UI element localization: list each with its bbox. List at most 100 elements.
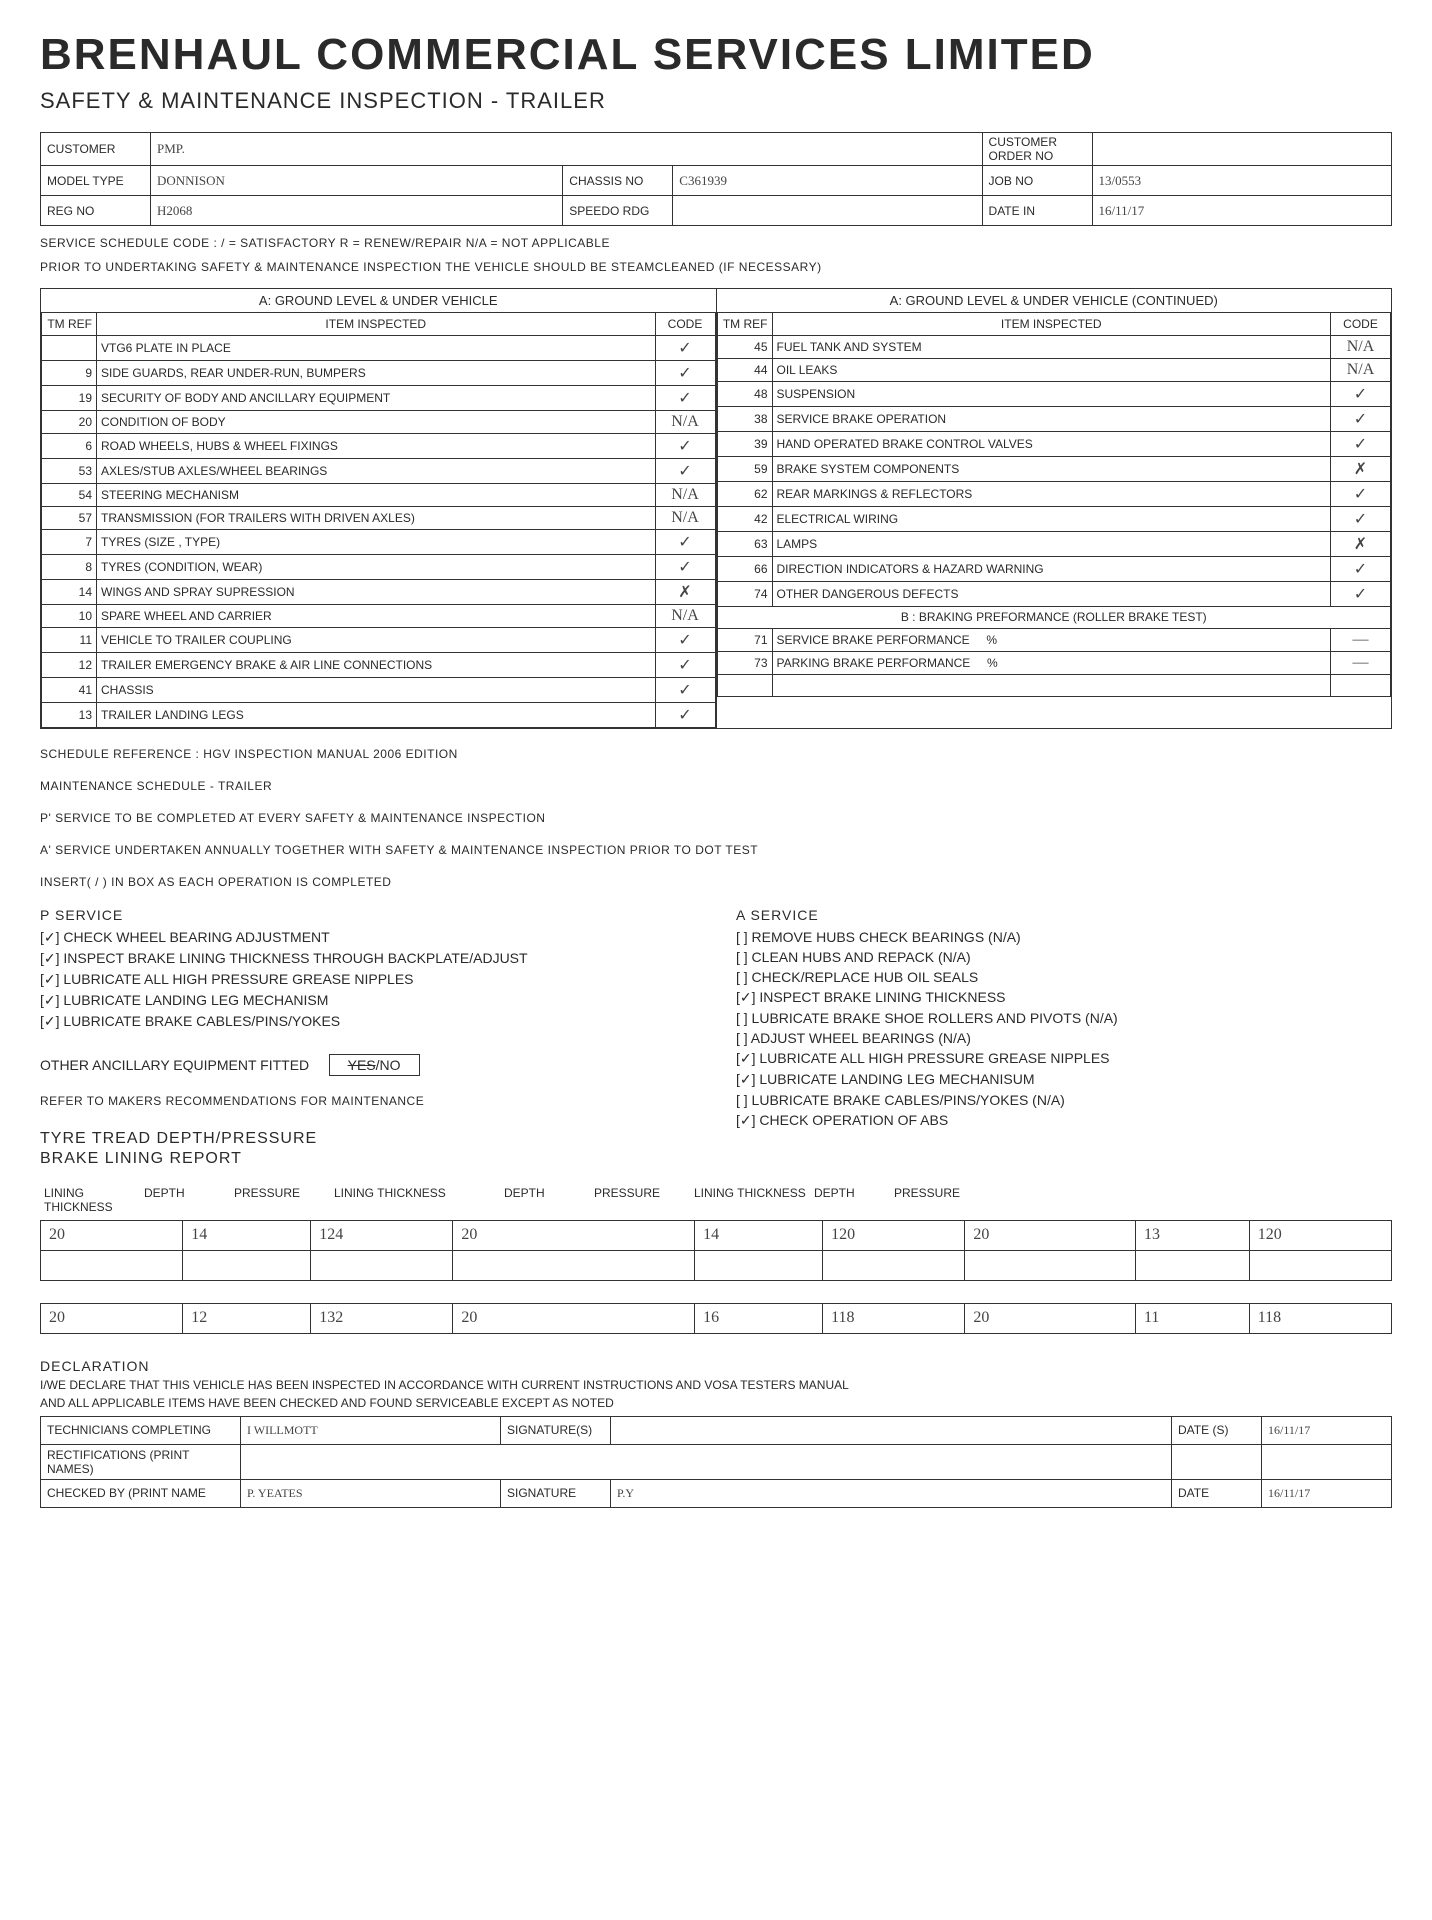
rect-label: RECTIFICATIONS (PRINT NAMES)	[41, 1444, 241, 1479]
inspection-code: ✓	[1331, 581, 1391, 606]
inspection-row: 59 BRAKE SYSTEM COMPONENTS ✗	[717, 456, 1391, 481]
tyre-cell	[41, 1250, 183, 1280]
a-service-item: [ ] LUBRICATE BRAKE SHOE ROLLERS AND PIV…	[736, 1010, 1392, 1026]
inspection-row: 9 SIDE GUARDS, REAR UNDER-RUN, BUMPERS ✓	[42, 360, 716, 385]
prior-note: PRIOR TO UNDERTAKING SAFETY & MAINTENANC…	[40, 260, 1392, 274]
tyre-cell: 14	[695, 1220, 823, 1250]
date-value: 16/11/17	[1092, 196, 1391, 226]
company-title: BRENHAUL COMMERCIAL SERVICES LIMITED	[40, 30, 1392, 80]
model-value: DONNISON	[151, 166, 563, 196]
tm-ref: 48	[717, 381, 772, 406]
tyre-col-header: DEPTH	[140, 1186, 230, 1214]
section-a-cont-title: A: GROUND LEVEL & UNDER VEHICLE (CONTINU…	[717, 289, 1392, 313]
tyre-cell: 20	[453, 1303, 695, 1333]
chassis-label: CHASSIS NO	[563, 166, 673, 196]
p-service-item: [✓] LUBRICATE LANDING LEG MECHANISM	[40, 992, 696, 1009]
col-code: CODE	[1331, 313, 1391, 335]
tyre-cell: 20	[453, 1220, 695, 1250]
tyre-cell: 11	[1135, 1303, 1249, 1333]
inspection-row: 12 TRAILER EMERGENCY BRAKE & AIR LINE CO…	[42, 652, 716, 677]
tyre-cell	[695, 1250, 823, 1280]
inspection-row: 42 ELECTRICAL WIRING ✓	[717, 506, 1391, 531]
tm-ref: 12	[42, 652, 97, 677]
inspection-row: 7 TYRES (SIZE , TYPE) ✓	[42, 529, 716, 554]
declaration-line1: I/WE DECLARE THAT THIS VEHICLE HAS BEEN …	[40, 1378, 1392, 1392]
tm-ref: 62	[717, 481, 772, 506]
tyre-col-header: PRESSURE	[230, 1186, 330, 1214]
tyre-cell	[823, 1250, 965, 1280]
brake-section-title: B : BRAKING PREFORMANCE (ROLLER BRAKE TE…	[717, 606, 1391, 628]
ancillary-label: OTHER ANCILLARY EQUIPMENT FITTED	[40, 1057, 309, 1073]
p-service-item: [✓] INSPECT BRAKE LINING THICKNESS THROU…	[40, 950, 696, 967]
declaration-title: DECLARATION	[40, 1358, 1392, 1374]
tm-ref: 66	[717, 556, 772, 581]
item-inspected: DIRECTION INDICATORS & HAZARD WARNING	[772, 556, 1331, 581]
inspection-code: N/A	[1331, 335, 1391, 358]
inspection-row: 13 TRAILER LANDING LEGS ✓	[42, 702, 716, 727]
p-service-note: P' SERVICE TO BE COMPLETED AT EVERY SAFE…	[40, 811, 1392, 825]
sig-value	[611, 1416, 1172, 1444]
job-value: 13/0553	[1092, 166, 1391, 196]
tm-ref: 7	[42, 529, 97, 554]
tm-ref: 53	[42, 458, 97, 483]
item-inspected: TYRES (CONDITION, WEAR)	[97, 554, 656, 579]
a-service-item: [✓] LUBRICATE LANDING LEG MECHANISUM	[736, 1071, 1392, 1088]
a-service-item: [✓] INSPECT BRAKE LINING THICKNESS	[736, 989, 1392, 1006]
item-inspected: TRAILER LANDING LEGS	[97, 702, 656, 727]
inspection-row: 38 SERVICE BRAKE OPERATION ✓	[717, 406, 1391, 431]
item-inspected: LAMPS	[772, 531, 1331, 556]
p-service-item: [✓] CHECK WHEEL BEARING ADJUSTMENT	[40, 929, 696, 946]
check-label: CHECKED BY (PRINT NAME	[41, 1479, 241, 1507]
tyre-cell: 120	[823, 1220, 965, 1250]
item-inspected: AXLES/STUB AXLES/WHEEL BEARINGS	[97, 458, 656, 483]
tyre-table-2: 201213220161182011118	[40, 1303, 1392, 1334]
tyre-cell: 13	[1135, 1220, 1249, 1250]
declaration-line2: AND ALL APPLICABLE ITEMS HAVE BEEN CHECK…	[40, 1396, 1392, 1410]
inspection-table: A: GROUND LEVEL & UNDER VEHICLE TM REF I…	[40, 288, 1392, 729]
service-columns: P SERVICE [✓] CHECK WHEEL BEARING ADJUST…	[40, 899, 1392, 1170]
inspection-row: 39 HAND OPERATED BRAKE CONTROL VALVES ✓	[717, 431, 1391, 456]
sig2-label: SIGNATURE	[501, 1479, 611, 1507]
inspection-row: 54 STEERING MECHANISM N/A	[42, 483, 716, 506]
inspection-code: N/A	[655, 410, 715, 433]
item-inspected: TRAILER EMERGENCY BRAKE & AIR LINE CONNE…	[97, 652, 656, 677]
inspection-code: ✓	[655, 529, 715, 554]
tyre-col-header: DEPTH	[500, 1186, 590, 1214]
inspection-code: ✓	[1331, 481, 1391, 506]
item-inspected: FUEL TANK AND SYSTEM	[772, 335, 1331, 358]
item-inspected: HAND OPERATED BRAKE CONTROL VALVES	[772, 431, 1331, 456]
col-code: CODE	[655, 313, 715, 335]
tyre-header-row: LINING THICKNESSDEPTHPRESSURELINING THIC…	[40, 1186, 1392, 1214]
tm-ref: 54	[42, 483, 97, 506]
a-service-item: [ ] REMOVE HUBS CHECK BEARINGS (N/A)	[736, 929, 1392, 945]
tm-ref: 74	[717, 581, 772, 606]
inspection-code: ✓	[655, 335, 715, 360]
tm-ref	[42, 335, 97, 360]
date-label: DATE IN	[982, 196, 1092, 226]
inspection-code: N/A	[1331, 358, 1391, 381]
p-service-item: [✓] LUBRICATE ALL HIGH PRESSURE GREASE N…	[40, 971, 696, 988]
section-a-title: A: GROUND LEVEL & UNDER VEHICLE	[41, 289, 716, 313]
p-service-item: [✓] LUBRICATE BRAKE CABLES/PINS/YOKES	[40, 1013, 696, 1030]
inspection-row: 20 CONDITION OF BODY N/A	[42, 410, 716, 433]
tyre-cell: 20	[41, 1303, 183, 1333]
tyre-table-1: 201412420141202013120	[40, 1220, 1392, 1281]
inspection-code: ✗	[1331, 456, 1391, 481]
a-service-item: [ ] CLEAN HUBS AND REPACK (N/A)	[736, 949, 1392, 965]
brake-row: 71SERVICE BRAKE PERFORMANCE % —	[717, 628, 1391, 651]
inspection-code: ✓	[1331, 381, 1391, 406]
inspection-code: ✗	[1331, 531, 1391, 556]
tm-ref: 9	[42, 360, 97, 385]
inspection-code: ✓	[1331, 431, 1391, 456]
item-inspected: OIL LEAKS	[772, 358, 1331, 381]
inspection-row: 57 TRANSMISSION (FOR TRAILERS WITH DRIVE…	[42, 506, 716, 529]
brake-row: 73PARKING BRAKE PERFORMANCE % —	[717, 651, 1391, 674]
inspection-code: ✓	[1331, 406, 1391, 431]
date-s-value: 16/11/17	[1262, 1416, 1392, 1444]
tm-ref: 63	[717, 531, 772, 556]
tyre-cell: 120	[1249, 1220, 1391, 1250]
tm-ref: 8	[42, 554, 97, 579]
p-service-title: P SERVICE	[40, 907, 696, 923]
reg-value: H2068	[151, 196, 563, 226]
inspection-code: ✓	[655, 627, 715, 652]
